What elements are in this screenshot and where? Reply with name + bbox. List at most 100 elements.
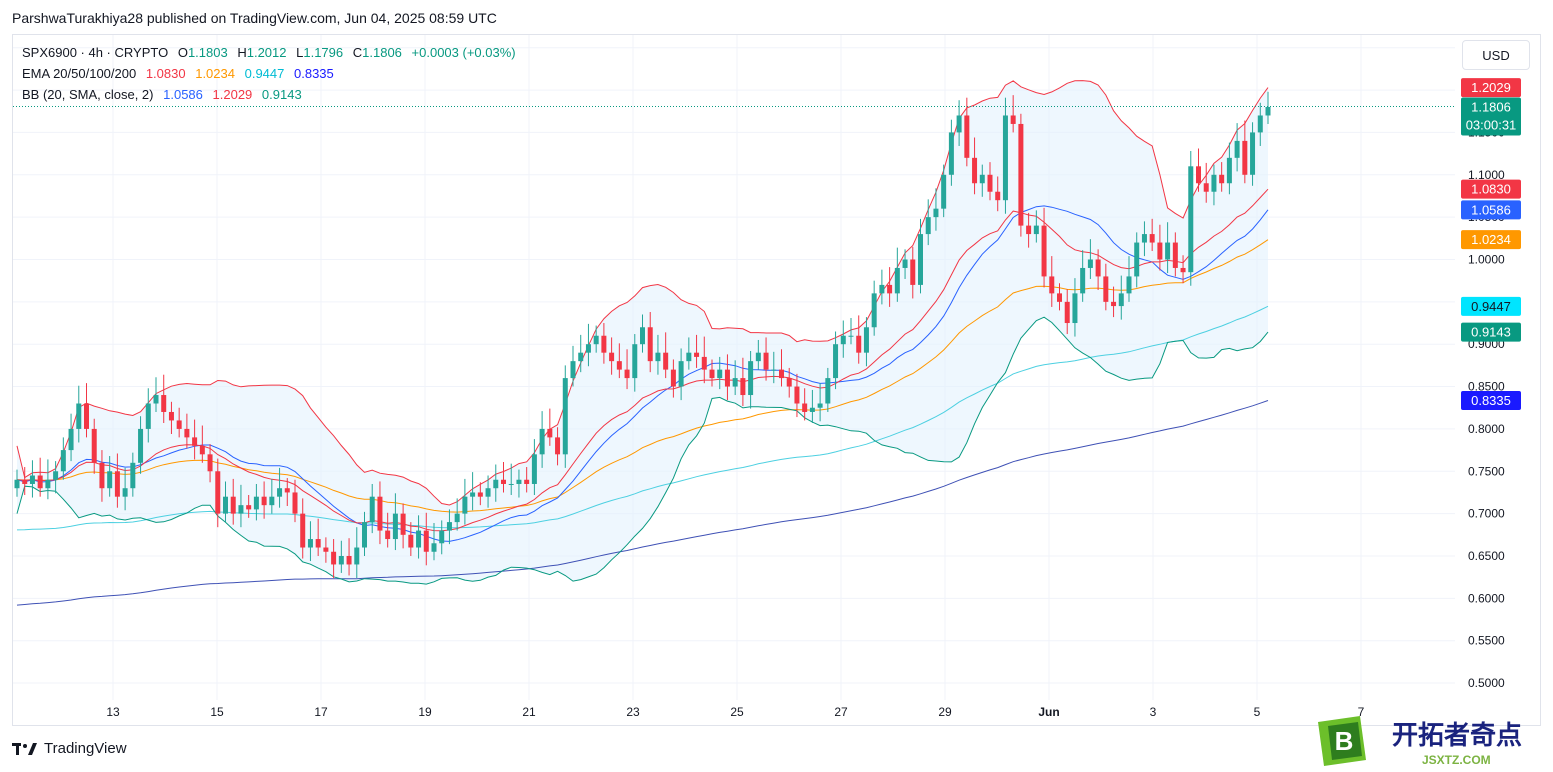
candle-body <box>1234 140 1240 158</box>
candle-body <box>879 284 885 294</box>
candle-body <box>60 450 66 472</box>
published-line: ParshwaTurakhiya28 published on TradingV… <box>12 10 497 26</box>
candle-body <box>300 513 306 548</box>
candle-body <box>833 344 839 379</box>
candle-body <box>678 361 684 387</box>
candle-body <box>1080 267 1086 294</box>
candle-body <box>385 530 391 540</box>
candle-body <box>562 378 568 455</box>
candle-body <box>1242 140 1248 175</box>
price-label-box <box>1461 200 1521 220</box>
candle-body <box>362 522 367 548</box>
candle-body <box>1126 276 1132 294</box>
candle-body <box>315 539 321 548</box>
price-label-text: 1.2029 <box>1471 80 1511 95</box>
x-tick-label: 5 <box>1254 705 1261 719</box>
candle-body <box>547 428 553 438</box>
bb-label: BB (20, SMA, close, 2) <box>22 87 154 102</box>
candle-body <box>933 208 939 218</box>
price-label-box <box>1461 78 1521 98</box>
x-tick-label: 29 <box>938 705 952 719</box>
candle-body <box>1103 276 1109 302</box>
candle-body <box>22 479 28 484</box>
bb-legend: BB (20, SMA, close, 2) 1.0586 1.2029 0.9… <box>22 87 308 102</box>
candle-body <box>941 174 947 209</box>
candle-body <box>223 496 228 514</box>
y-tick-label: 0.7000 <box>1468 507 1505 521</box>
candle-body <box>99 462 105 489</box>
price-label-box <box>1461 179 1521 199</box>
candle-body <box>786 378 792 387</box>
candle-body <box>902 259 908 268</box>
price-label-text: 0.9447 <box>1471 299 1511 314</box>
candle-body <box>601 335 607 353</box>
candle-body <box>1219 174 1225 184</box>
candle-body <box>470 492 476 497</box>
candle-body <box>624 369 630 379</box>
candle-body <box>1211 174 1217 192</box>
candle-body <box>1257 115 1263 133</box>
candle-body <box>578 352 584 362</box>
candle-body <box>585 344 591 353</box>
bb-upper-line <box>16 80 1269 506</box>
candle-body <box>779 369 784 379</box>
candle-body <box>1049 276 1055 294</box>
candle-body <box>1172 242 1178 268</box>
candle-body <box>277 488 283 497</box>
candle-body <box>856 335 862 353</box>
watermark-url: JSXTZ.COM <box>1422 753 1491 767</box>
high-value: H1.2012 <box>237 45 287 60</box>
candle-body <box>632 344 638 379</box>
candle-body <box>230 496 236 514</box>
price-label-text: 1.0586 <box>1471 202 1511 217</box>
price-label-text: 1.0234 <box>1471 232 1511 247</box>
ema200-line <box>16 400 1269 606</box>
open-value: O1.1803 <box>177 45 228 60</box>
candle-body <box>176 420 182 429</box>
candle-body <box>1095 259 1101 277</box>
y-tick-label: 0.8000 <box>1468 422 1505 436</box>
candle-body <box>995 191 1001 201</box>
candle-body <box>1072 293 1078 324</box>
candle-body <box>655 352 661 362</box>
price-label-text: 0.9143 <box>1471 325 1511 340</box>
y-tick-label: 1.0000 <box>1468 252 1505 266</box>
candle-body <box>84 403 89 429</box>
candle-body <box>53 471 59 480</box>
candle-body <box>724 369 730 387</box>
candle-body <box>346 555 352 565</box>
price-label-text: 1.0830 <box>1471 182 1511 197</box>
candle-body <box>253 496 259 510</box>
candle-body <box>694 352 700 357</box>
currency-button[interactable]: USD <box>1462 40 1530 70</box>
candle-body <box>1134 242 1140 277</box>
candle-body <box>555 437 561 455</box>
candle-body <box>925 217 931 235</box>
y-tick-label: 1.1000 <box>1468 168 1505 182</box>
candle-body <box>809 407 815 412</box>
candle-body <box>1165 242 1171 260</box>
tradingview-logo[interactable]: TradingView <box>12 740 127 757</box>
candle-body <box>184 428 190 438</box>
x-tick-label: 19 <box>418 705 432 719</box>
candle-body <box>416 530 422 548</box>
candle-body <box>1141 234 1147 243</box>
bb-basis-value: 1.0586 <box>163 87 203 102</box>
candle-body <box>392 513 398 540</box>
chart-frame[interactable] <box>12 34 1541 726</box>
candle-body <box>1057 293 1062 302</box>
price-label-box <box>1461 322 1521 342</box>
candle-body <box>863 327 869 353</box>
candle-body <box>910 259 916 285</box>
tradingview-icon <box>12 742 37 755</box>
candle-body <box>138 428 144 463</box>
y-tick-label: 0.6000 <box>1468 591 1505 605</box>
candle-body <box>168 411 174 421</box>
x-tick-label: 3 <box>1150 705 1157 719</box>
candle-body <box>964 115 970 158</box>
candle-body <box>871 293 877 328</box>
candle-body <box>1033 225 1039 235</box>
price-label-box <box>1461 391 1521 411</box>
candle-body <box>377 496 383 531</box>
